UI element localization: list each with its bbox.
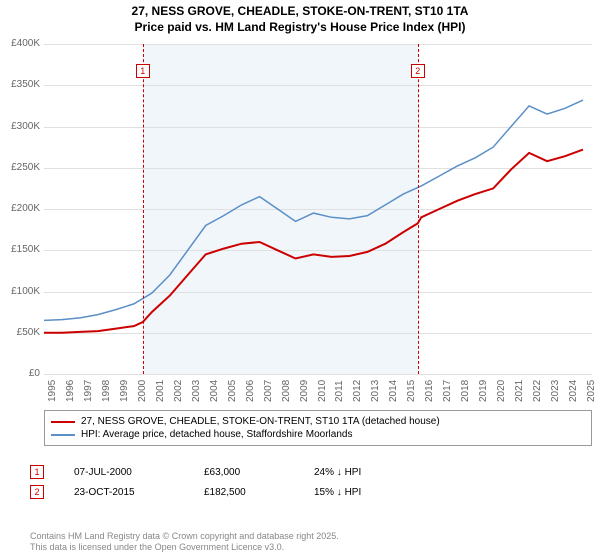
legend-swatch [51, 434, 75, 436]
xtick-label: 1999 [119, 380, 130, 402]
ytick-label: £0 [0, 368, 40, 379]
xtick-label: 2006 [245, 380, 256, 402]
xtick-label: 2021 [514, 380, 525, 402]
marker-box: 1 [136, 64, 150, 78]
series-hpi [44, 100, 583, 320]
xtick-label: 2010 [317, 380, 328, 402]
footer-line2: This data is licensed under the Open Gov… [30, 542, 339, 554]
sales-row: 1 07-JUL-2000 £63,000 24% ↓ HPI [30, 462, 414, 482]
xtick-label: 1995 [47, 380, 58, 402]
ytick-label: £100K [0, 286, 40, 297]
xtick-label: 2007 [263, 380, 274, 402]
xtick-label: 2012 [352, 380, 363, 402]
sales-price: £63,000 [204, 467, 284, 478]
xtick-label: 2025 [586, 380, 597, 402]
xtick-label: 2011 [334, 380, 345, 402]
sales-date: 07-JUL-2000 [74, 467, 174, 478]
legend-label: 27, NESS GROVE, CHEADLE, STOKE-ON-TRENT,… [81, 416, 440, 427]
xtick-label: 2009 [299, 380, 310, 402]
marker-line [418, 44, 419, 374]
ytick-label: £50K [0, 327, 40, 338]
title-line2: Price paid vs. HM Land Registry's House … [0, 20, 600, 36]
marker-line [143, 44, 144, 374]
xtick-label: 2004 [209, 380, 220, 402]
ytick-label: £200K [0, 203, 40, 214]
xtick-label: 2014 [388, 380, 399, 402]
xtick-label: 2020 [496, 380, 507, 402]
line-series [44, 44, 592, 374]
xtick-label: 2000 [137, 380, 148, 402]
ytick-label: £300K [0, 121, 40, 132]
xtick-label: 1996 [65, 380, 76, 402]
sales-marker: 2 [30, 485, 44, 499]
xtick-label: 2017 [442, 380, 453, 402]
ytick-label: £250K [0, 162, 40, 173]
xtick-label: 2003 [191, 380, 202, 402]
ytick-label: £350K [0, 79, 40, 90]
footer: Contains HM Land Registry data © Crown c… [30, 531, 339, 554]
xtick-label: 2002 [173, 380, 184, 402]
gridline [44, 374, 592, 375]
xtick-label: 1998 [101, 380, 112, 402]
sales-delta: 15% ↓ HPI [314, 487, 414, 498]
sales-price: £182,500 [204, 487, 284, 498]
marker-box: 2 [411, 64, 425, 78]
legend-swatch [51, 421, 75, 423]
xtick-label: 2024 [568, 380, 579, 402]
legend-label: HPI: Average price, detached house, Staf… [81, 429, 352, 440]
legend: 27, NESS GROVE, CHEADLE, STOKE-ON-TRENT,… [44, 410, 592, 446]
ytick-label: £400K [0, 38, 40, 49]
sales-marker: 1 [30, 465, 44, 479]
xtick-label: 2016 [424, 380, 435, 402]
xtick-label: 2018 [460, 380, 471, 402]
chart-title: 27, NESS GROVE, CHEADLE, STOKE-ON-TRENT,… [0, 0, 600, 35]
xtick-label: 2013 [370, 380, 381, 402]
chart: 12 [44, 44, 592, 394]
xtick-label: 2023 [550, 380, 561, 402]
series-price_paid [44, 150, 583, 333]
sales-table: 1 07-JUL-2000 £63,000 24% ↓ HPI 2 23-OCT-2015… [30, 462, 414, 502]
ytick-label: £150K [0, 244, 40, 255]
xtick-label: 2022 [532, 380, 543, 402]
xtick-label: 1997 [83, 380, 94, 402]
sales-date: 23-OCT-2015 [74, 487, 174, 498]
plot-area: 12 [44, 44, 592, 374]
xtick-label: 2001 [155, 380, 166, 402]
xtick-label: 2008 [281, 380, 292, 402]
xtick-label: 2005 [227, 380, 238, 402]
xtick-label: 2019 [478, 380, 489, 402]
legend-item: HPI: Average price, detached house, Staf… [51, 428, 585, 441]
footer-line1: Contains HM Land Registry data © Crown c… [30, 531, 339, 543]
xtick-label: 2015 [406, 380, 417, 402]
sales-row: 2 23-OCT-2015 £182,500 15% ↓ HPI [30, 482, 414, 502]
title-line1: 27, NESS GROVE, CHEADLE, STOKE-ON-TRENT,… [0, 4, 600, 20]
sales-delta: 24% ↓ HPI [314, 467, 414, 478]
legend-item: 27, NESS GROVE, CHEADLE, STOKE-ON-TRENT,… [51, 415, 585, 428]
